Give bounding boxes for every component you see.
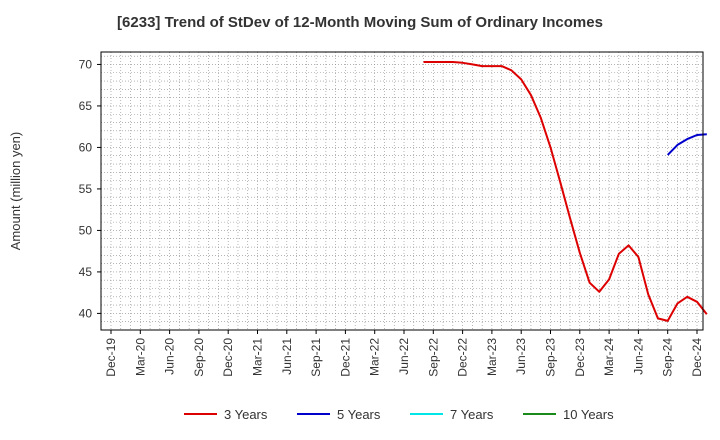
x-tick-label: Jun-21 (280, 338, 294, 375)
x-tick-label: Mar-22 (368, 338, 382, 376)
x-tick-label: Mar-24 (602, 338, 616, 376)
y-tick-label: 65 (79, 99, 93, 113)
x-tick-label: Sep-20 (192, 338, 206, 377)
legend-label: 10 Years (563, 407, 614, 422)
x-tick-label: Dec-24 (690, 338, 704, 377)
legend-label: 5 Years (337, 407, 381, 422)
series-line-5-years (666, 133, 707, 156)
grid (101, 52, 703, 331)
x-tick-label: Mar-21 (251, 338, 265, 376)
x-tick-label: Sep-23 (544, 338, 558, 377)
y-axis-ticks: 40 45 50 55 60 65 70 (79, 57, 101, 320)
x-tick-label: Jun-22 (397, 338, 411, 375)
x-tick-label: Dec-19 (104, 338, 118, 377)
x-tick-label: Sep-24 (661, 338, 675, 377)
y-axis-label: Amount (million yen) (8, 132, 23, 251)
series-line-3-years (423, 61, 708, 322)
legend: 3 Years 5 Years 7 Years 10 Years (184, 407, 614, 422)
plot-area-frame (100, 51, 704, 331)
x-tick-label: Mar-20 (133, 338, 147, 376)
y-tick-label: 45 (79, 265, 93, 279)
x-tick-label: Mar-23 (485, 338, 499, 376)
x-tick-label: Dec-21 (338, 338, 352, 377)
x-tick-label: Sep-21 (309, 338, 323, 377)
y-tick-label: 70 (79, 57, 93, 71)
x-tick-label: Jun-24 (631, 338, 645, 375)
x-tick-label: Jun-23 (514, 338, 528, 375)
x-tick-label: Dec-20 (221, 338, 235, 377)
legend-label: 3 Years (224, 407, 268, 422)
chart-title: [6233] Trend of StDev of 12-Month Moving… (117, 14, 603, 31)
y-tick-label: 55 (79, 182, 93, 196)
x-tick-label: Dec-23 (573, 338, 587, 377)
legend-label: 7 Years (450, 407, 494, 422)
x-tick-label: Dec-22 (456, 338, 470, 377)
series-lines (423, 61, 708, 322)
y-tick-label: 60 (79, 140, 93, 154)
x-tick-label: Jun-20 (163, 338, 177, 375)
x-axis-ticks: Dec-19 Mar-20 Jun-20 Sep-20 Dec-20 Mar-21 Jun-… (104, 330, 720, 377)
x-tick-label: Sep-22 (426, 338, 440, 377)
y-tick-label: 50 (79, 223, 93, 237)
y-tick-label: 40 (79, 306, 93, 320)
